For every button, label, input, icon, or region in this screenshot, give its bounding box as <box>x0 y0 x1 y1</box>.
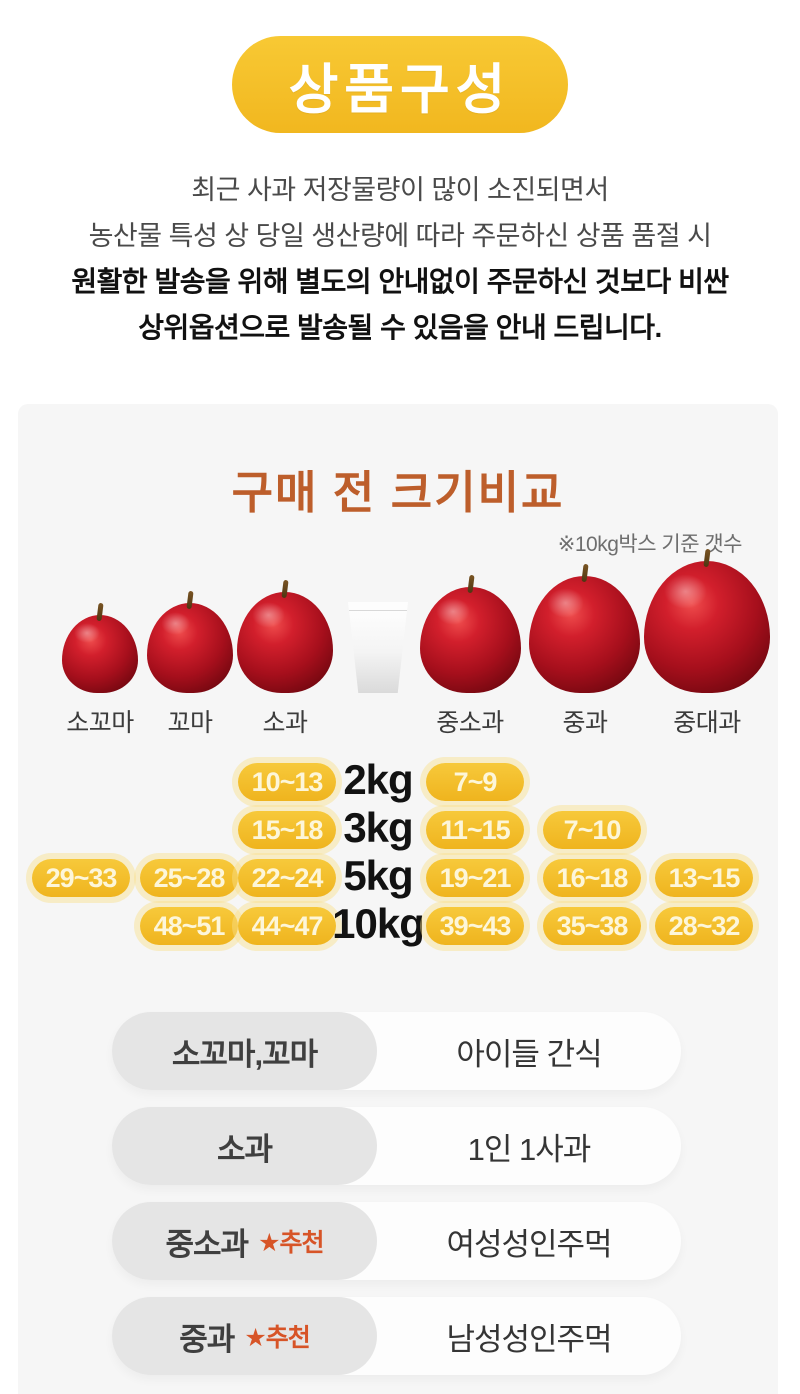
apple-stem <box>186 590 194 610</box>
recommendation-size-label: 중과 <box>179 1321 235 1357</box>
recommendation-description: 남성성인주먹 <box>446 1321 612 1357</box>
notice-line-4: 상위옵션으로 발송될 수 있음을 안내 드립니다. <box>138 312 662 343</box>
recommendation-size-pill: 소과 <box>112 1107 377 1185</box>
stock-notice-text: 최근 사과 저장물량이 많이 소진되면서 농산물 특성 상 당일 생산량에 따라… <box>0 167 800 351</box>
recommend-star-badge: ★추천 <box>244 1324 310 1352</box>
recommendation-size-label: 소과 <box>216 1131 273 1167</box>
size-label-jungdaegwa: 중대과 <box>673 709 741 737</box>
size-label-kkoma: 꼬마 <box>167 709 213 737</box>
recommendation-description: 1인 1사과 <box>467 1131 592 1167</box>
count-pill-5kg-kkoma: 25~28 <box>140 859 238 897</box>
size-label-junggwa: 중과 <box>562 709 608 737</box>
count-pill-2kg-sogwa: 10~13 <box>238 763 336 801</box>
apple-stem <box>580 563 589 583</box>
apple-image-sokkoma <box>62 602 138 693</box>
count-pill-5kg-jungdaegwa: 13~15 <box>655 859 753 897</box>
box-basis-note: ※10kg박스 기준 갯수 <box>557 533 743 556</box>
recommendation-row: 중과 ★추천 남성성인주먹 <box>112 1297 681 1375</box>
apple-image-kkoma <box>147 590 233 693</box>
size-label-jungsogwa: 중소과 <box>436 709 504 737</box>
apple-stem <box>281 579 289 599</box>
count-pill-5kg-sokkoma: 29~33 <box>32 859 130 897</box>
size-label-sogwa: 소과 <box>262 709 308 737</box>
count-pill-10kg-junggwa: 35~38 <box>543 907 641 945</box>
size-comparison-title: 구매 전 크기비교 <box>231 467 565 518</box>
size-comparison-card: 구매 전 크기비교 ※10kg박스 기준 갯수 소꼬마 꼬마 소과 중소과 중과… <box>18 404 778 1394</box>
apple-image-junggwa <box>529 563 640 693</box>
count-pill-5kg-jungsogwa: 19~21 <box>426 859 524 897</box>
apple-stem <box>96 602 104 622</box>
count-pill-3kg-sogwa: 15~18 <box>238 811 336 849</box>
apple-image-jungsogwa <box>420 574 521 693</box>
recommendation-row: 소꼬마,꼬마 아이들 간식 <box>112 1012 681 1090</box>
count-pill-10kg-sogwa: 44~47 <box>238 907 336 945</box>
recommendation-size-pill: 소꼬마,꼬마 <box>112 1012 377 1090</box>
notice-line-2: 농산물 특성 상 당일 생산량에 따라 주문하신 상품 품절 시 <box>88 221 712 251</box>
product-composition-badge: 상품구성 <box>232 36 568 133</box>
product-composition-badge-label: 상품구성 <box>288 60 512 120</box>
recommendation-size-label: 중소과 <box>165 1226 250 1262</box>
recommendation-size-pill: 중과 ★추천 <box>112 1297 377 1375</box>
notice-line-1: 최근 사과 저장물량이 많이 소진되면서 <box>191 175 609 205</box>
count-pill-3kg-junggwa: 7~10 <box>543 811 641 849</box>
count-pill-3kg-jungsogwa: 11~15 <box>426 811 524 849</box>
apple-image-sogwa <box>237 579 333 693</box>
recommendation-description: 여성성인주먹 <box>446 1226 612 1262</box>
recommendation-description: 아이들 간식 <box>456 1036 602 1072</box>
notice-line-3: 원활한 발송을 위해 별도의 안내없이 주문하신 것보다 비싼 <box>71 266 729 297</box>
weight-label-5kg: 5kg <box>343 852 413 899</box>
recommendation-row: 중소과 ★추천 여성성인주먹 <box>112 1202 681 1280</box>
size-label-sokkoma: 소꼬마 <box>66 709 134 737</box>
apple-stem <box>703 548 711 568</box>
count-pill-10kg-jungsogwa: 39~43 <box>426 907 524 945</box>
count-pill-10kg-jungdaegwa: 28~32 <box>655 907 753 945</box>
recommendation-size-pill: 중소과 ★추천 <box>112 1202 377 1280</box>
weight-label-10kg: 10kg <box>332 900 425 947</box>
count-pill-10kg-kkoma: 48~51 <box>140 907 238 945</box>
paper-cup-image <box>348 602 408 693</box>
count-pill-5kg-sogwa: 22~24 <box>238 859 336 897</box>
weight-label-2kg: 2kg <box>343 756 413 803</box>
recommendation-row: 소과 1인 1사과 <box>112 1107 681 1185</box>
count-pill-2kg-jungsogwa: 7~9 <box>426 763 524 801</box>
recommend-star-badge: ★추천 <box>258 1229 324 1257</box>
count-pill-5kg-junggwa: 16~18 <box>543 859 641 897</box>
apple-stem <box>466 574 475 594</box>
weight-label-3kg: 3kg <box>343 804 413 851</box>
apple-image-jungdaegwa <box>644 548 770 693</box>
recommendation-size-label: 소꼬마,꼬마 <box>171 1036 318 1072</box>
